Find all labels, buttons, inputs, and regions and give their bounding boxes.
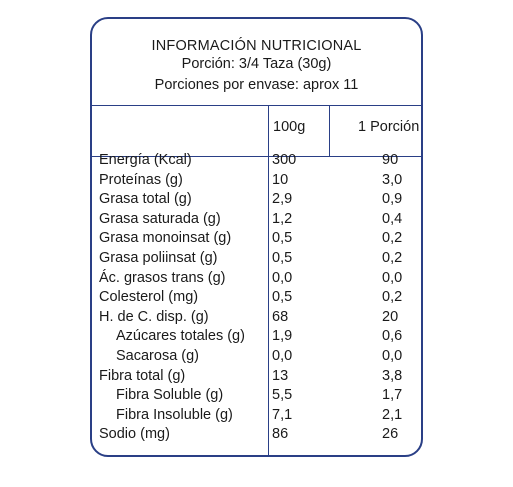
column-header-portion: 1 Porción [358,119,420,135]
value-per-100g: 68 [272,308,289,325]
table-row: Fibra Soluble (g) 5,5 1,7 [92,386,421,406]
value-per-portion: 1,7 [382,387,403,404]
table-row: Fibra total (g) 13 3,8 [92,367,421,387]
value-per-100g: 0,5 [272,289,293,306]
value-per-100g: 7,1 [272,406,293,423]
value-per-portion: 0,4 [382,210,403,227]
value-per-portion: 2,1 [382,406,403,423]
column-divider [268,105,269,455]
value-per-100g: 0,5 [272,249,293,266]
table-row: Grasa monoinsat (g) 0,5 0,2 [92,229,421,249]
value-per-portion: 26 [382,426,399,443]
nutrient-name: Azúcares totales (g) [116,328,245,345]
table-row: H. de C. disp. (g) 68 20 [92,308,421,328]
nutrient-name: Proteínas (g) [99,171,183,188]
value-per-portion: 20 [382,308,399,325]
value-per-portion: 3,8 [382,367,403,384]
nutrient-name: Fibra Soluble (g) [116,387,224,404]
nutrient-name: Grasa saturada (g) [99,210,221,227]
nutrient-name: Fibra Insoluble (g) [116,406,233,423]
nutrient-name: Energía (Kcal) [99,152,192,168]
servings-per-container: Porciones por envase: aprox 11 [154,77,359,93]
nutrient-name: Grasa poliinsat (g) [99,249,218,266]
table-row: Grasa saturada (g) 1,2 0,4 [92,210,421,230]
table-row: Sacarosa (g) 0,0 0,0 [92,347,421,367]
value-per-portion: 0,6 [382,328,403,345]
portion-size: Porción: 3/4 Taza (30g) [181,56,332,72]
table-row: Colesterol (mg) 0,5 0,2 [92,288,421,308]
value-per-100g: 0,5 [272,230,293,247]
value-per-portion: 0,2 [382,230,403,247]
column-header-100g: 100g [273,119,306,135]
value-per-100g: 13 [272,367,289,384]
table-row: Proteínas (g) 10 3,0 [92,171,421,191]
nutrient-name: H. de C. disp. (g) [99,308,209,325]
value-per-100g: 86 [272,426,289,443]
value-per-100g: 0,0 [272,269,293,286]
value-per-100g: 10 [272,171,289,188]
value-per-portion: 0,0 [382,347,403,364]
label-header: INFORMACIÓN NUTRICIONAL Porción: 3/4 Taz… [92,19,421,105]
value-per-portion: 0,2 [382,289,403,306]
table-row: Energía (Kcal) 300 90 [92,151,421,171]
table-row: Fibra Insoluble (g) 7,1 2,1 [92,406,421,426]
nutrient-table: Energía (Kcal) 300 90 Proteínas (g) 10 3… [92,151,421,445]
nutrition-facts-label: INFORMACIÓN NUTRICIONAL Porción: 3/4 Taz… [90,17,423,457]
value-per-100g: 1,9 [272,328,293,345]
divider [92,105,421,106]
table-row: Sodio (mg) 86 26 [92,425,421,445]
value-per-100g: 300 [272,152,297,168]
value-per-100g: 2,9 [272,191,293,208]
value-per-portion: 0,9 [382,191,403,208]
nutrient-name: Grasa total (g) [99,191,192,208]
value-per-portion: 0,2 [382,249,403,266]
value-per-portion: 3,0 [382,171,403,188]
table-row: Azúcares totales (g) 1,9 0,6 [92,327,421,347]
value-per-portion: 0,0 [382,269,403,286]
nutrient-name: Sodio (mg) [99,426,170,443]
table-row: Ác. grasos trans (g) 0,0 0,0 [92,269,421,289]
nutrient-name: Colesterol (mg) [99,289,199,306]
value-per-portion: 90 [382,152,399,168]
value-per-100g: 0,0 [272,347,293,364]
table-row: Grasa poliinsat (g) 0,5 0,2 [92,249,421,269]
nutrient-name: Grasa monoinsat (g) [99,230,232,247]
value-per-100g: 1,2 [272,210,293,227]
table-row: Grasa total (g) 2,9 0,9 [92,190,421,210]
value-per-100g: 5,5 [272,387,293,404]
divider [92,156,421,157]
column-divider [329,105,330,156]
nutrient-name: Ác. grasos trans (g) [99,269,226,286]
nutrient-name: Sacarosa (g) [116,347,200,364]
label-title: INFORMACIÓN NUTRICIONAL [151,38,362,54]
nutrient-name: Fibra total (g) [99,367,186,384]
